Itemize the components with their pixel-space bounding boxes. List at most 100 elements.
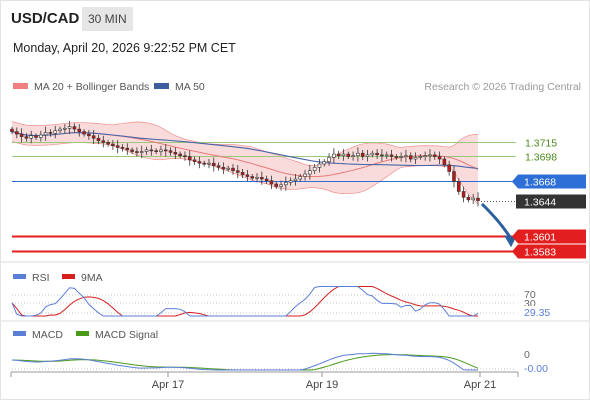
- candle-body: [19, 133, 24, 137]
- candle-body: [269, 180, 274, 185]
- candle-body: [394, 156, 399, 158]
- candle-body: [53, 130, 58, 134]
- rsi-ma-line: [11, 286, 478, 317]
- candle-body: [231, 167, 235, 171]
- candle-body: [308, 170, 312, 175]
- candle-body: [336, 153, 341, 157]
- candle-body: [356, 152, 360, 157]
- bollinger-band-fill: [12, 121, 478, 205]
- bollinger-bands: [11, 121, 479, 205]
- level-box-sup-1: [512, 229, 586, 244]
- rsi-legend-swatch: [13, 274, 26, 279]
- candle-body: [96, 137, 101, 142]
- candle-body: [72, 126, 77, 130]
- candle-body: [221, 167, 226, 170]
- level-label-res-1: 1.3698: [525, 152, 557, 164]
- candle-body: [327, 157, 331, 162]
- candle-body: [87, 133, 91, 137]
- forecast-arrow: [480, 202, 516, 248]
- candle-body: [63, 127, 67, 130]
- candle-body: [144, 149, 149, 152]
- rsi-level-70-label: 70: [524, 289, 536, 301]
- candle-body: [202, 162, 206, 165]
- candle-body: [360, 152, 365, 157]
- forecast-arrow-shaft: [480, 202, 512, 238]
- level-labels: 1.3715 1.3698 1.3668 1.3601 1.3583: [512, 138, 586, 259]
- rsi-line: [11, 286, 479, 317]
- symbol-title: USD/CAD: [11, 10, 80, 27]
- macd-signal-line: [11, 354, 479, 371]
- candle-body: [413, 157, 418, 160]
- candlesticks: [10, 120, 480, 207]
- candle-body: [322, 161, 327, 165]
- candle-body: [298, 176, 303, 180]
- candle-body: [260, 177, 264, 180]
- x-tick-label-apr21: Apr 21: [464, 379, 496, 391]
- x-axis-ticks: Apr 17 Apr 19 Apr 21: [10, 372, 519, 391]
- last-price-label: 1.3644: [524, 197, 556, 209]
- level-label-pivot: 1.3668: [524, 177, 556, 189]
- candle-body: [58, 128, 62, 132]
- candle-body: [91, 135, 96, 139]
- candle-body: [236, 170, 240, 173]
- candle-body: [39, 134, 43, 138]
- candle-body: [332, 153, 336, 158]
- candle-body: [245, 174, 250, 177]
- macd-legend: MACD MACD Signal: [13, 329, 158, 341]
- macd-signal-legend-label: MACD Signal: [95, 329, 158, 341]
- x-tick-label-apr19: Apr 19: [306, 379, 338, 391]
- price-legend: MA 20 + Bollinger Bands MA 50 Research ©…: [13, 81, 581, 93]
- candle-body: [365, 154, 370, 157]
- macd-line: [11, 352, 478, 371]
- level-label-sup-1: 1.3601: [524, 232, 556, 244]
- x-tick-label-apr17: Apr 17: [152, 379, 184, 391]
- candle-body: [279, 184, 283, 187]
- candle-body: [456, 181, 461, 192]
- copyright-label: Research © 2026 Trading Central: [424, 81, 581, 93]
- macd-legend-swatch: [13, 331, 26, 336]
- candle-body: [404, 155, 408, 158]
- candle-body: [346, 153, 351, 157]
- candle-body: [317, 163, 322, 168]
- rsi-ma-legend-swatch: [62, 274, 75, 279]
- candle-body: [437, 156, 442, 160]
- candle-body: [466, 196, 471, 201]
- rsi-level-30-label: 30: [524, 298, 536, 310]
- candle-body: [43, 132, 48, 136]
- candle-body: [288, 180, 293, 183]
- candle-body: [216, 165, 221, 168]
- candle-body: [471, 197, 475, 201]
- candle-body: [452, 171, 456, 182]
- candle-body: [183, 155, 187, 158]
- support-resistance-levels: [12, 142, 516, 253]
- candle-body: [82, 131, 86, 135]
- candle-body: [442, 158, 447, 166]
- candle-body: [461, 191, 466, 198]
- candle-body: [408, 155, 413, 160]
- candle-body: [384, 154, 389, 157]
- candle-body: [284, 182, 288, 186]
- candle-body: [197, 161, 202, 164]
- bollinger-legend-label: MA 20 + Bollinger Bands: [34, 81, 149, 93]
- candle-body: [428, 154, 432, 157]
- candle-body: [29, 135, 34, 139]
- candle-body: [163, 149, 168, 152]
- candle-body: [226, 167, 230, 170]
- macd-legend-label: MACD: [32, 329, 63, 341]
- timeframe-badge[interactable]: 30 MIN: [82, 7, 133, 31]
- ma50-line: [11, 131, 479, 170]
- candle-body: [24, 136, 29, 139]
- candle-body: [303, 173, 307, 177]
- rsi-last-label: 29.35: [524, 307, 550, 319]
- candle-body: [380, 154, 384, 157]
- candle-body: [250, 176, 254, 179]
- candle-body: [432, 154, 437, 157]
- candle-body: [264, 178, 269, 181]
- candle-body: [139, 151, 144, 153]
- candle-body: [159, 149, 163, 152]
- candle-body: [168, 150, 173, 153]
- candle-body: [418, 156, 423, 158]
- candle-body: [173, 152, 178, 155]
- rsi-lines: [11, 286, 479, 317]
